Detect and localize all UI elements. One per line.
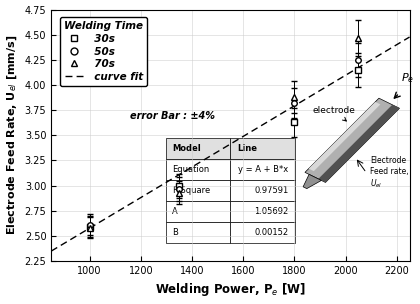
Legend:   30s,   50s,   70s,   curve fit: 30s, 50s, 70s, curve fit (60, 17, 147, 86)
Polygon shape (303, 174, 321, 188)
Polygon shape (309, 102, 381, 171)
X-axis label: Welding Power, P$_e$ [W]: Welding Power, P$_e$ [W] (155, 282, 306, 299)
Polygon shape (305, 98, 399, 182)
Text: Electrode
Feed rate,
$U_{el}$: Electrode Feed rate, $U_{el}$ (370, 156, 409, 190)
Text: $P_e$: $P_e$ (401, 71, 414, 85)
Text: error Bar : ±4%: error Bar : ±4% (130, 111, 215, 121)
Polygon shape (318, 105, 399, 182)
Y-axis label: Electrode Feed Rate, U$_{el}$ [mm/s]: Electrode Feed Rate, U$_{el}$ [mm/s] (5, 35, 19, 235)
Text: electrode: electrode (313, 106, 356, 121)
